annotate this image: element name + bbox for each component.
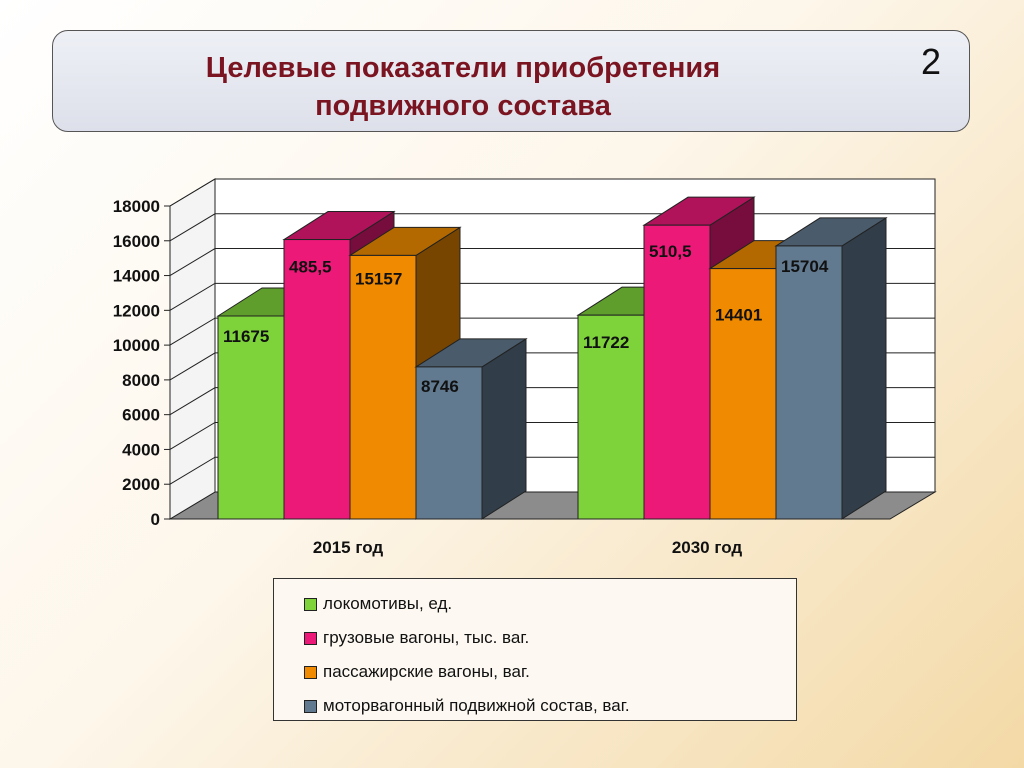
bar-side	[841, 217, 887, 520]
bar	[283, 239, 351, 520]
y-tick-label: 6000	[122, 406, 160, 425]
bar	[643, 224, 711, 520]
x-category-label: 2015 год	[313, 538, 384, 557]
data-label: 15157	[355, 269, 402, 288]
legend-swatch	[304, 665, 317, 679]
data-label: 11722	[583, 333, 629, 352]
y-tick-label: 8000	[122, 371, 160, 390]
legend-swatch	[304, 631, 317, 645]
y-tick-label: 12000	[113, 301, 160, 320]
slide-number: 2	[920, 41, 941, 82]
data-label: 15704	[781, 257, 829, 276]
legend-item: моторвагонный подвижной состав, ваг.	[304, 689, 796, 723]
bar	[775, 245, 843, 520]
y-tick-label: 10000	[113, 336, 160, 355]
legend-swatch	[304, 597, 317, 611]
bar	[577, 314, 645, 520]
legend-item: пассажирские вагоны, ваг.	[304, 655, 796, 689]
data-label: 485,5	[289, 258, 332, 277]
bar	[415, 366, 483, 520]
legend-label: моторвагонный подвижной состав, ваг.	[323, 696, 630, 715]
gridline	[169, 178, 935, 207]
bar-side	[481, 338, 527, 520]
y-tick-label: 2000	[122, 475, 160, 494]
data-label: 8746	[421, 377, 459, 396]
y-tick-label: 4000	[122, 440, 160, 459]
chart-side-wall	[169, 178, 216, 520]
bar	[709, 268, 777, 520]
legend-item: грузовые вагоны, тыс. ваг.	[304, 621, 796, 655]
legend-label: грузовые вагоны, тыс. ваг.	[323, 628, 530, 647]
data-label: 11675	[223, 327, 269, 346]
legend-swatch	[304, 699, 317, 713]
page-title: Целевые показатели приобретения подвижно…	[53, 49, 873, 125]
legend-label: пассажирские вагоны, ваг.	[323, 662, 530, 681]
legend-label: локомотивы, ед.	[323, 594, 453, 613]
bar	[349, 254, 417, 520]
legend-item: локомотивы, ед.	[304, 587, 796, 621]
chart-legend: локомотивы, ед. грузовые вагоны, тыс. ва…	[273, 578, 797, 721]
y-tick-label: 0	[151, 510, 160, 529]
y-tick-label: 16000	[113, 232, 160, 251]
bar	[217, 315, 285, 520]
x-category-label: 2030 год	[672, 538, 743, 557]
y-tick-label: 18000	[113, 197, 160, 216]
data-label: 510,5	[649, 242, 692, 261]
data-label: 14401	[715, 306, 762, 325]
title-line-2: подвижного состава	[315, 90, 611, 122]
title-box: Целевые показатели приобретения подвижно…	[52, 30, 970, 132]
y-tick-label: 14000	[113, 267, 160, 286]
title-line-1: Целевые показатели приобретения	[205, 52, 721, 84]
